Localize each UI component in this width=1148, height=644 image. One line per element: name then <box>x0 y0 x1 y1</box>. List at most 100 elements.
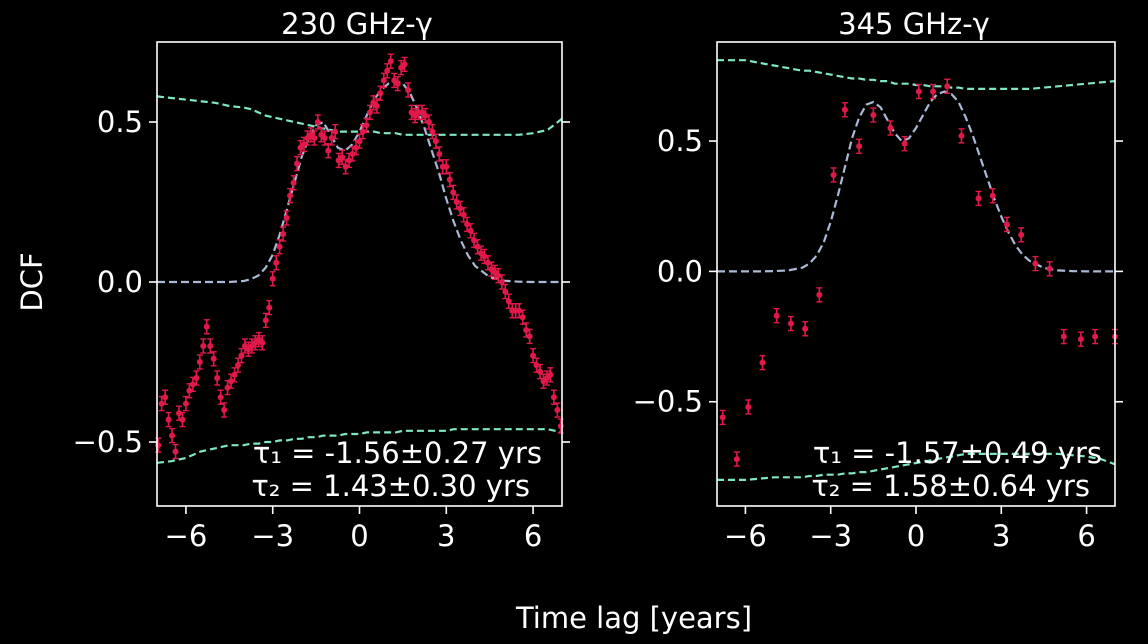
panel-345ghz-dcf-point <box>887 120 894 136</box>
panel-230ghz-dcf-point <box>519 309 526 325</box>
panel-230ghz-dcf-point <box>328 130 335 146</box>
panel-345ghz-dcf-point <box>1046 261 1053 277</box>
panel-230ghz-dcf-point <box>384 63 391 79</box>
panel-230ghz-dcf-point <box>425 114 432 130</box>
panel-345ghz-x-tick-label: 0 <box>907 519 925 553</box>
panel-345ghz-dcf-point <box>1018 227 1025 243</box>
panel-230ghz-dcf-point <box>314 114 321 130</box>
panel-345ghz: −6 −3 0 3 6 −0.5 0.0 0.5 345 GHz-γ τ₁ = -1.57±0… <box>633 7 1123 553</box>
panel-230ghz-dcf-point <box>446 171 453 188</box>
panel-345ghz-dcf-point <box>901 135 908 152</box>
panel-230ghz-dcf-point <box>231 367 238 383</box>
panel-230ghz-dcf-point <box>182 395 189 412</box>
panel-230ghz-dcf-point <box>401 56 408 73</box>
panel-230ghz-tau1: τ₁ = -1.56±0.27 yrs <box>253 436 542 470</box>
panel-345ghz-x-tick-label: 3 <box>992 519 1010 553</box>
panel-230ghz-dcf-point <box>169 427 176 444</box>
panel-230ghz-dcf-point <box>325 143 332 159</box>
panel-345ghz-dcf-point <box>1060 328 1067 345</box>
panel-345ghz-x-tick-label: 6 <box>1077 519 1095 553</box>
panel-230ghz-dcf-point <box>422 107 429 124</box>
panel-230ghz-dcf-point <box>221 402 228 418</box>
panel-230ghz-dcf-point <box>283 210 290 226</box>
panel-345ghz-dcf-point <box>944 78 951 95</box>
panel-230ghz-y-tick-label: 0.5 <box>97 105 143 139</box>
panel-230ghz-dcf-point <box>210 351 217 367</box>
panel-230ghz-dcf-point <box>554 402 561 418</box>
panel-230ghz-dcf-point <box>196 354 203 370</box>
panel-345ghz-dcf-point <box>773 308 780 324</box>
panel-345ghz-title: 345 GHz-γ <box>838 7 990 41</box>
panel-230ghz-y-tick-label: 0.0 <box>97 265 143 299</box>
panel-345ghz-y-tick-label: −0.5 <box>633 385 703 419</box>
panel-230ghz-dcf-point <box>498 274 505 290</box>
panel-230ghz-dcf-point <box>259 335 266 351</box>
panel-230ghz-dcf-point <box>460 207 467 223</box>
panel-230ghz-x-tick-label: −6 <box>165 519 208 553</box>
x-axis-label: Time lag [years] <box>515 601 752 635</box>
panel-345ghz-plot: −6 −3 0 3 6 −0.5 0.0 0.5 <box>633 41 1123 553</box>
panel-345ghz-dcf-point <box>870 107 877 123</box>
panel-230ghz-y-tick-label: −0.5 <box>73 425 143 459</box>
panel-230ghz-plot: −6 −3 0 3 6 −0.5 0.0 0.5 <box>73 41 570 553</box>
panel-230ghz-tau2: τ₂ = 1.43±0.30 yrs <box>251 469 530 503</box>
panel-345ghz-dcf-point <box>1032 255 1039 272</box>
panel-230ghz-dcf-point <box>321 130 328 146</box>
panel-345ghz-dcf-point <box>958 128 965 144</box>
panel-230ghz-gaussian-fit <box>157 79 562 284</box>
panel-230ghz-dcf-point <box>526 328 533 345</box>
panel-230ghz-dcf-point <box>464 216 471 233</box>
panel-345ghz-significance-lower <box>717 452 1116 481</box>
panel-345ghz-dcf-point <box>1092 328 1099 345</box>
panel-230ghz-dcf-point <box>342 159 349 175</box>
panel-230ghz-dcf-point <box>339 149 346 165</box>
panel-230ghz-dcf-point <box>217 389 224 405</box>
panel-345ghz-gaussian-fit <box>717 90 1115 273</box>
panel-230ghz-dcf-point <box>179 411 186 428</box>
panel-230ghz-dcf-point <box>207 338 214 354</box>
panel-230ghz-dcf-point <box>193 370 200 386</box>
panel-230ghz-dcf-point <box>356 133 363 149</box>
panel-230ghz-x-tick-label: 6 <box>524 519 542 553</box>
panel-230ghz-dcf-point <box>429 123 436 140</box>
panel-230ghz-dcf-point <box>533 357 540 373</box>
panel-230ghz-dcf-point <box>332 123 339 140</box>
panel-230ghz-dcf-point <box>370 95 377 111</box>
panel-230ghz-dcf-point <box>557 418 564 434</box>
panel-345ghz-dcf-point <box>975 190 982 207</box>
panel-230ghz-dcf-point <box>158 395 165 412</box>
panel-230ghz-dcf-point <box>478 245 484 261</box>
panel-345ghz-dcf-point <box>816 287 823 303</box>
panel-230ghz-dcf-point <box>290 175 297 191</box>
panel-230ghz-dcf-point <box>502 283 509 300</box>
panel-230ghz-dcf-point <box>287 187 294 204</box>
panel-230ghz-dcf-point <box>505 293 512 309</box>
panel-230ghz: −6 −3 0 3 6 −0.5 0.0 0.5 230 GHz-γ τ₁ = -1.56±0… <box>73 7 570 553</box>
panel-230ghz-dcf-point <box>516 303 523 319</box>
panel-345ghz-tau2: τ₂ = 1.58±0.64 yrs <box>811 469 1090 503</box>
panel-230ghz-dcf-point <box>294 155 301 172</box>
panel-230ghz-dcf-point <box>162 389 169 405</box>
panel-230ghz-dcf-point <box>266 299 273 316</box>
panel-230ghz-dcf-point <box>252 335 259 351</box>
panel-230ghz-dcf-point <box>238 347 245 364</box>
panel-345ghz-dcf-point <box>841 102 848 118</box>
panel-230ghz-dcf-point <box>165 411 172 428</box>
panel-230ghz-significance-lower <box>156 428 563 464</box>
panel-230ghz-dcf-point <box>155 437 162 453</box>
panel-230ghz-dcf-point <box>436 146 443 162</box>
panel-230ghz-dcf-point <box>550 389 557 405</box>
panel-230ghz-title: 230 GHz-γ <box>281 7 433 41</box>
panel-230ghz-dcf-point <box>363 117 370 133</box>
panel-345ghz-dcf-point <box>915 83 922 100</box>
panel-230ghz-dcf-point <box>172 443 179 460</box>
panel-230ghz-dcf-point <box>228 373 235 389</box>
panel-230ghz-dcf-point <box>276 239 283 255</box>
panel-230ghz-x-tick-label: 0 <box>350 519 368 553</box>
panel-345ghz-y-tick-label: 0.0 <box>657 254 703 288</box>
panel-345ghz-dcf-point <box>989 188 996 204</box>
panel-230ghz-dcf-point <box>467 223 474 239</box>
panel-230ghz-dcf-point <box>450 184 457 201</box>
panel-345ghz-dcf-point <box>787 315 794 332</box>
